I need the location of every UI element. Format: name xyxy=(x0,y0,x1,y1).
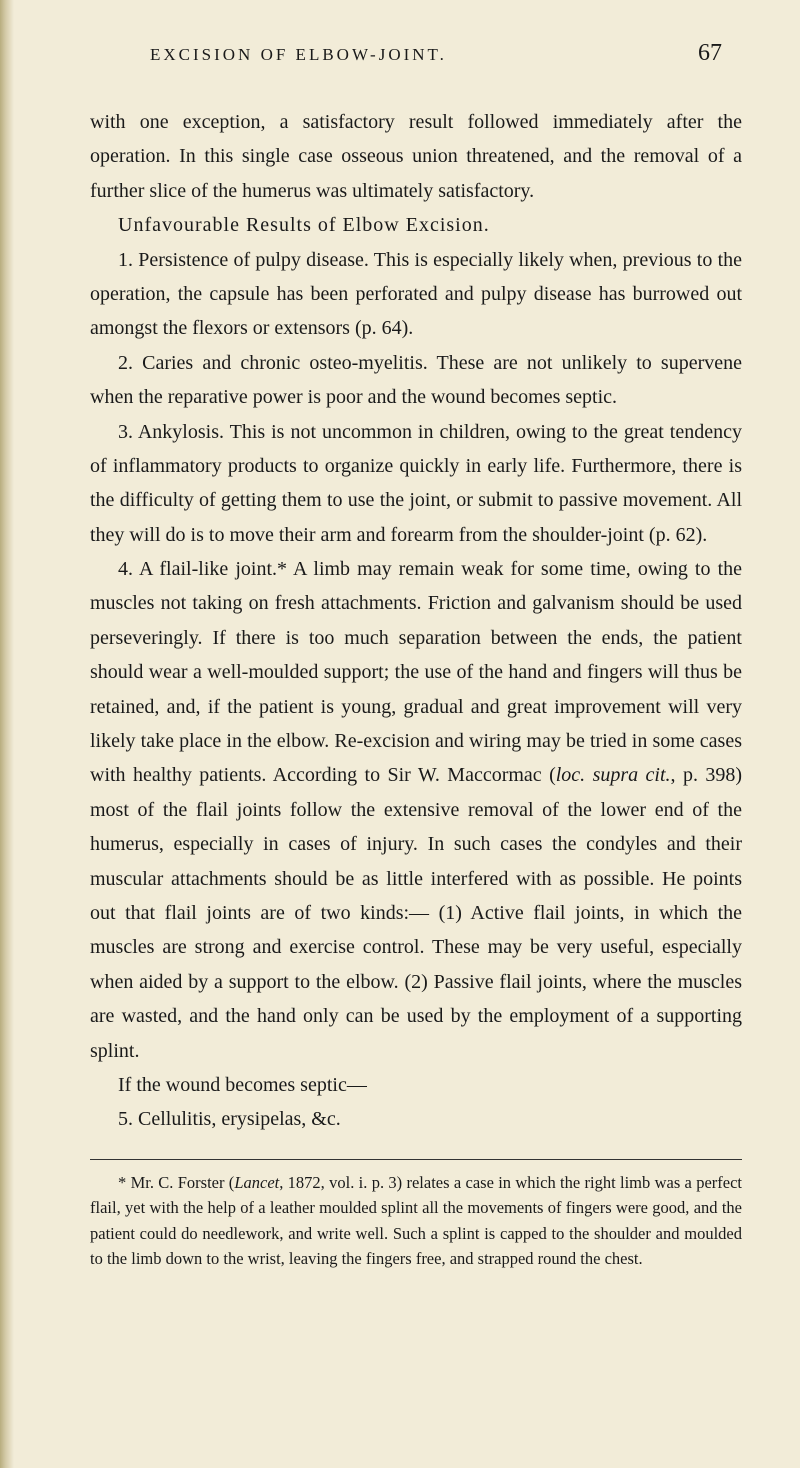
paragraph-item-1: 1. Persistence of pulpy disease. This is… xyxy=(90,243,742,346)
footnote-mark: * xyxy=(118,1173,131,1192)
section-subhead: Unfavourable Results of Elbow Excision. xyxy=(90,208,742,242)
footnote-text-a: Mr. C. Forster ( xyxy=(131,1173,235,1192)
page-spine-shadow xyxy=(0,0,14,1468)
page-number: 67 xyxy=(698,40,722,67)
running-title: EXCISION OF ELBOW-JOINT. xyxy=(150,45,447,65)
footnote-citation: Lancet xyxy=(234,1173,279,1192)
paragraph-item-4: 4. A flail-like joint.* A limb may remai… xyxy=(90,552,742,1068)
paragraph-item-2: 2. Caries and chronic osteo-myelitis. Th… xyxy=(90,346,742,415)
paragraph-item-5: 5. Cellulitis, erysipelas, &c. xyxy=(90,1102,742,1136)
paragraph-item-3: 3. Ankylosis. This is not uncommon in ch… xyxy=(90,415,742,553)
paragraph-septic: If the wound becomes septic— xyxy=(90,1068,742,1102)
p5-part-a: 4. A flail-like joint.* A limb may remai… xyxy=(90,558,742,786)
footnote-separator xyxy=(90,1159,742,1160)
page-header: EXCISION OF ELBOW-JOINT. 67 xyxy=(90,40,742,67)
paragraph-intro: with one exception, a satisfactory resul… xyxy=(90,105,742,208)
p5-citation: loc. supra cit. xyxy=(556,764,671,786)
footnote: * Mr. C. Forster (Lancet, 1872, vol. i. … xyxy=(90,1170,742,1272)
p5-part-b: , p. 398) most of the flail joints follo… xyxy=(90,764,742,1061)
body-text: with one exception, a satisfactory resul… xyxy=(90,105,742,1137)
